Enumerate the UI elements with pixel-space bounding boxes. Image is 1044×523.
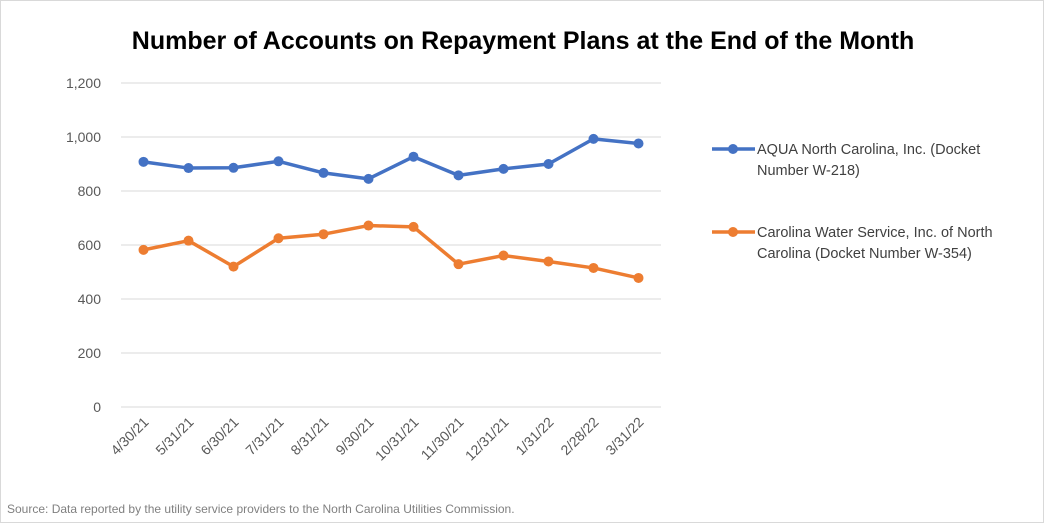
data-point [363, 220, 374, 231]
legend-label: Carolina Water Service, Inc. of North [757, 225, 993, 241]
data-point [453, 170, 464, 181]
data-point [183, 163, 194, 174]
x-tick-label: 10/31/21 [372, 414, 422, 464]
series-lines [138, 133, 644, 283]
legend-label: Number W-218) [757, 163, 860, 179]
data-point [228, 261, 239, 272]
series-line [143, 223, 639, 280]
y-tick-label: 600 [78, 237, 102, 253]
series-line [143, 137, 639, 181]
y-tick-label: 200 [78, 345, 102, 361]
x-tick-label: 1/31/22 [512, 414, 556, 458]
data-point [543, 159, 554, 169]
x-tick-label: 5/31/21 [152, 414, 196, 458]
data-point [138, 244, 149, 255]
gridlines [121, 82, 661, 408]
data-point [588, 133, 599, 144]
legend: AQUA North Carolina, Inc. (Docket Number … [712, 142, 993, 262]
data-point [183, 235, 194, 246]
legend-entry-1: AQUA North Carolina, Inc. (Docket Number … [712, 142, 980, 179]
x-tick-label: 2/28/22 [557, 414, 601, 458]
x-tick-label: 12/31/21 [462, 414, 512, 464]
x-tick-label: 8/31/21 [287, 414, 331, 458]
x-axis-ticks: 4/30/21 5/31/21 6/30/21 7/31/21 8/31/21 9/30/… [107, 414, 646, 464]
data-point [228, 162, 239, 173]
x-tick-label: 4/30/21 [107, 414, 151, 458]
data-point [543, 256, 554, 267]
data-point [318, 229, 329, 240]
y-tick-label: 1,000 [66, 129, 101, 145]
series-2 [138, 220, 644, 283]
data-point [273, 233, 284, 244]
data-point [453, 259, 464, 270]
source-note: Source: Data reported by the utility ser… [7, 502, 515, 516]
legend-entry-2: Carolina Water Service, Inc. of North Car… [712, 225, 993, 262]
legend-label: AQUA North Carolina, Inc. (Docket [757, 142, 980, 158]
y-tick-label: 400 [78, 291, 102, 307]
legend-swatch-marker [728, 144, 738, 154]
data-point [273, 156, 284, 167]
data-point [498, 250, 509, 261]
legend-label: Carolina (Docket Number W-354) [757, 246, 972, 262]
chart-title: Number of Accounts on Repayment Plans at… [131, 27, 915, 55]
x-tick-label: 6/30/21 [197, 414, 241, 458]
data-point [408, 221, 419, 232]
y-axis-ticks: 0 200 400 600 800 1,000 1,200 [66, 75, 101, 415]
data-point [633, 138, 644, 149]
legend-swatch-marker [728, 227, 738, 237]
data-point [363, 173, 374, 184]
y-tick-label: 1,200 [66, 75, 101, 91]
series-1 [138, 133, 644, 184]
data-point [633, 272, 644, 283]
data-point [138, 156, 149, 167]
data-point [498, 163, 509, 174]
data-point [408, 151, 419, 162]
x-tick-label: 7/31/21 [242, 414, 286, 458]
y-tick-label: 0 [93, 399, 101, 415]
y-tick-label: 800 [78, 183, 102, 199]
x-tick-label: 3/31/22 [602, 414, 646, 458]
x-tick-label: 11/30/21 [417, 414, 466, 463]
data-point [588, 262, 599, 273]
x-tick-label: 9/30/21 [332, 414, 376, 458]
data-point [318, 167, 329, 178]
